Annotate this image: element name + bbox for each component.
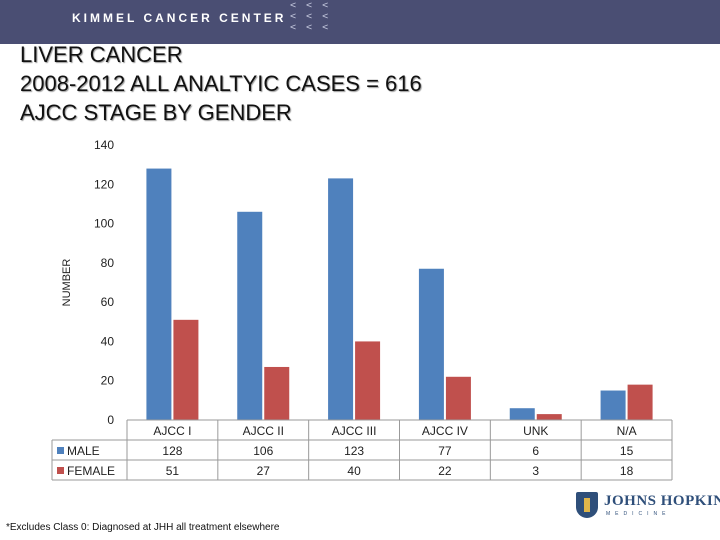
- y-axis-label: NUMBER: [61, 259, 73, 307]
- chevron-pattern-icon: < < < < < < < < <: [290, 0, 331, 33]
- bar-male: [418, 268, 444, 420]
- bar-female: [445, 376, 471, 420]
- header-bar: KIMMEL CANCER CENTER < < < < < < < < <: [0, 0, 720, 44]
- data-label-male: 128: [162, 444, 182, 458]
- legend-key-female: [57, 467, 64, 474]
- y-tick-label: 60: [101, 295, 115, 309]
- bar-male: [600, 390, 626, 420]
- org-name: KIMMEL CANCER CENTER: [72, 11, 287, 25]
- bar-male: [328, 178, 354, 420]
- y-tick-label: 120: [94, 177, 114, 191]
- johns-hopkins-logo: JOHNS HOPKINS MEDICINE: [576, 492, 720, 522]
- data-label-male: 106: [253, 444, 273, 458]
- category-label: N/A: [617, 424, 637, 438]
- legend-key-male: [57, 447, 64, 454]
- legend-label-male: MALE: [67, 444, 100, 458]
- bar-female: [173, 319, 199, 420]
- footnote: *Excludes Class 0: Diagnosed at JHH all …: [6, 522, 280, 533]
- bar-male: [509, 408, 535, 420]
- data-label-male: 15: [620, 444, 634, 458]
- y-tick-label: 40: [101, 334, 115, 348]
- slide-title: LIVER CANCER 2008-2012 ALL ANALTYIC CASE…: [20, 40, 422, 127]
- data-label-female: 18: [620, 464, 634, 478]
- logo-name: JOHNS HOPKINS: [604, 493, 720, 509]
- data-label-female: 27: [257, 464, 271, 478]
- bar-female: [355, 341, 381, 420]
- bar-male: [237, 211, 263, 420]
- category-label: AJCC I: [153, 424, 191, 438]
- category-label: UNK: [523, 424, 548, 438]
- data-label-female: 22: [438, 464, 452, 478]
- bar-female: [627, 384, 653, 420]
- data-label-female: 3: [532, 464, 539, 478]
- y-tick-label: 100: [94, 217, 114, 231]
- y-tick-label: 20: [101, 374, 115, 388]
- data-label-female: 51: [166, 464, 180, 478]
- data-label-male: 6: [532, 444, 539, 458]
- bar-female: [536, 414, 562, 420]
- data-label-male: 77: [438, 444, 452, 458]
- bar-male: [146, 168, 172, 420]
- data-label-male: 123: [344, 444, 364, 458]
- legend-label-female: FEMALE: [67, 464, 115, 478]
- bar-female: [264, 366, 290, 420]
- title-line-3: AJCC STAGE BY GENDER: [20, 100, 292, 125]
- title-line-2: 2008-2012 ALL ANALTYIC CASES = 616: [20, 71, 422, 96]
- category-label: AJCC III: [332, 424, 377, 438]
- y-tick-label: 140: [94, 138, 114, 152]
- shield-icon: [576, 492, 598, 518]
- category-label: AJCC II: [243, 424, 284, 438]
- logo-subtitle: MEDICINE: [606, 511, 671, 517]
- title-line-1: LIVER CANCER: [20, 42, 183, 67]
- category-label: AJCC IV: [422, 424, 468, 438]
- data-label-female: 40: [347, 464, 361, 478]
- y-tick-label: 0: [107, 413, 114, 427]
- y-tick-label: 80: [101, 256, 115, 270]
